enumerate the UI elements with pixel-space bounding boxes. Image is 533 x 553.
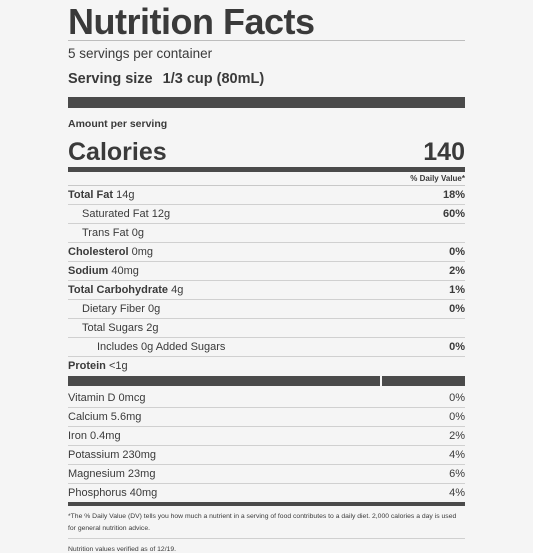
vitamins-list: Vitamin D 0mcg 0% Calcium 5.6mg 0% Iron … — [68, 389, 465, 502]
nutrient-amount: 4g — [171, 284, 184, 296]
vitamin-pct: 6% — [449, 468, 465, 480]
nutrient-name: Saturated Fat — [82, 208, 149, 220]
vitamin-name: Vitamin D 0mcg — [68, 392, 146, 404]
nutrient-name: Total Sugars — [82, 322, 144, 334]
nutrient-amount: 14g — [116, 189, 135, 201]
nutrient-row-total-sugars: Total Sugars 2g — [68, 319, 465, 338]
vitamin-pct: 0% — [449, 392, 465, 404]
footnote: *The % Daily Value (DV) tells you how mu… — [68, 511, 465, 539]
nutrient-amount: 0g — [131, 227, 144, 239]
nutrient-amount: 40mg — [111, 265, 139, 277]
divider — [68, 40, 465, 41]
vitamin-pct: 0% — [449, 411, 465, 423]
calories-label: Calories — [68, 138, 167, 166]
nutrient-pct: 0% — [449, 341, 465, 353]
serving-size-value: 1/3 cup (80mL) — [162, 71, 265, 87]
vitamin-name: Iron 0.4mg — [68, 430, 121, 442]
nutrient-name: Protein — [68, 360, 106, 372]
nutrient-name: Trans Fat — [82, 227, 129, 239]
calories-value: 140 — [423, 138, 465, 166]
nutrient-amount: 0mg — [131, 246, 153, 258]
nutrient-amount: 2g — [146, 322, 159, 334]
thick-divider — [68, 97, 465, 108]
nutrient-pct: 0% — [449, 246, 465, 258]
nutrient-name: Sodium — [68, 265, 109, 277]
nutrient-pct: 1% — [449, 284, 465, 296]
nutrient-name: Cholesterol — [68, 246, 129, 258]
nutrient-pct: 18% — [442, 189, 465, 201]
nutrient-row-sodium: Sodium 40mg 2% — [68, 262, 465, 281]
nutrient-row-total-fat: Total Fat 14g 18% — [68, 186, 465, 205]
page-title: Nutrition Facts — [68, 1, 315, 42]
nutrient-row-total-carbohydrate: Total Carbohydrate 4g 1% — [68, 281, 465, 300]
vitamin-row: Phosphorus 40mg 4% — [68, 484, 465, 502]
daily-value-header: % Daily Value* — [68, 172, 465, 186]
vitamin-name: Potassium 230mg — [68, 449, 157, 461]
nutrient-name: Total Carbohydrate — [68, 284, 169, 296]
nutrient-row-trans-fat: Trans Fat 0g — [68, 224, 465, 243]
servings-per-container: 5 servings per container — [68, 46, 213, 61]
nutrient-name: Includes 0g Added Sugars — [97, 341, 226, 353]
nutrient-name: Total Fat — [68, 189, 114, 201]
verified-note: Nutrition values verified as of 12/19. — [68, 546, 177, 553]
medium-divider — [68, 167, 465, 172]
vitamin-pct: 2% — [449, 430, 465, 442]
nutrient-pct: 0% — [449, 303, 465, 315]
nutrient-name: Dietary Fiber — [82, 303, 145, 315]
vitamin-row: Calcium 5.6mg 0% — [68, 408, 465, 427]
nutrient-row-protein: Protein <1g — [68, 357, 465, 375]
nutrient-row-saturated-fat: Saturated Fat 12g 60% — [68, 205, 465, 224]
vitamin-row: Vitamin D 0mcg 0% — [68, 389, 465, 408]
serving-size-label: Serving size — [68, 71, 153, 87]
vitamin-row: Iron 0.4mg 2% — [68, 427, 465, 446]
vitamin-row: Magnesium 23mg 6% — [68, 465, 465, 484]
vitamin-row: Potassium 230mg 4% — [68, 446, 465, 465]
bottom-divider — [68, 502, 465, 506]
nutrient-row-dietary-fiber: Dietary Fiber 0g 0% — [68, 300, 465, 319]
nutrient-row-added-sugars: Includes 0g Added Sugars 0% — [68, 338, 465, 357]
serving-size: Serving size 1/3 cup (80mL) — [68, 69, 465, 89]
nutrient-amount: 12g — [151, 208, 171, 220]
nutrition-label: Nutrition Facts 5 servings per container… — [68, 0, 465, 553]
vitamin-pct: 4% — [449, 449, 465, 461]
vitamin-name: Phosphorus 40mg — [68, 487, 158, 499]
calories-row: Calories 140 — [68, 133, 465, 167]
amount-per-serving: Amount per serving — [68, 118, 168, 130]
nutrient-row-cholesterol: Cholesterol 0mg 0% — [68, 243, 465, 262]
thick-divider-split — [68, 376, 465, 386]
vitamin-name: Calcium 5.6mg — [68, 411, 142, 423]
nutrient-pct: 60% — [442, 208, 465, 220]
vitamin-name: Magnesium 23mg — [68, 468, 156, 480]
nutrient-amount: 0g — [148, 303, 161, 315]
nutrient-pct: 2% — [449, 265, 465, 277]
nutrient-amount: <1g — [108, 360, 128, 372]
vitamin-pct: 4% — [449, 487, 465, 499]
